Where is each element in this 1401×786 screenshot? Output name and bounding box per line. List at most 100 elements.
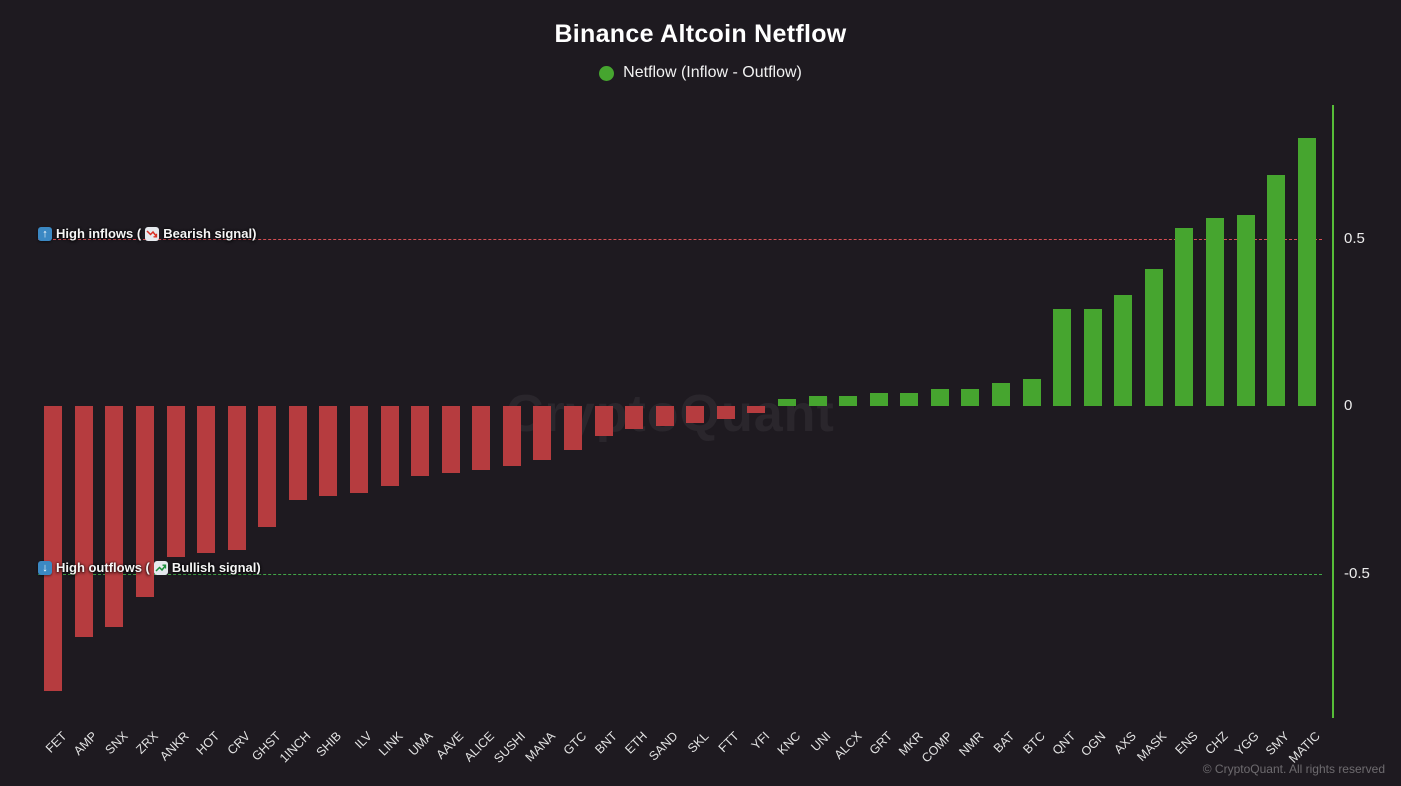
high-outflows-threshold-line [38, 573, 1322, 575]
bar-hot [197, 406, 216, 554]
bar-ftt [716, 406, 735, 420]
x-tick-label: GHST [248, 729, 284, 764]
high-outflows-annotation: ↓ High outflows ( Bullish signal) [38, 560, 261, 575]
x-tick-label: ALICE [461, 729, 498, 765]
x-tick-label: AMP [70, 729, 100, 759]
high-outflows-label-right: Bullish signal) [171, 560, 261, 575]
bar-snx [105, 406, 124, 628]
bar-ygg [1236, 215, 1255, 406]
x-tick-label: YGG [1231, 729, 1262, 759]
bar-nmr [961, 389, 980, 406]
y-tick-label: 0 [1344, 397, 1353, 414]
x-tick-label: ILV [352, 729, 375, 752]
bar-fet [44, 406, 63, 691]
x-tick-label: NMR [956, 729, 987, 760]
copyright-notice: © CryptoQuant. All rights reserved [1202, 762, 1385, 776]
bar-ilv [350, 406, 368, 494]
x-tick-label: SUSHI [490, 729, 528, 766]
chart-down-icon [145, 226, 160, 241]
bar-smy [1267, 174, 1286, 406]
x-tick-label: UMA [406, 729, 437, 759]
x-tick-label: MANA [522, 729, 559, 765]
bar-skl [686, 406, 705, 423]
x-tick-label: QNT [1049, 729, 1079, 758]
x-tick-label: ALCX [831, 729, 865, 762]
x-tick-label: MATIC [1285, 729, 1323, 766]
bar-aave [441, 406, 460, 473]
legend-marker-icon [599, 65, 615, 81]
x-tick-label: SAND [646, 729, 681, 764]
bar-bat [992, 382, 1010, 406]
high-inflows-label-right: Bearish signal) [163, 226, 257, 241]
x-tick-label: BNT [591, 729, 620, 757]
up-arrow-icon: ↑ [38, 226, 52, 241]
bar-ens [1175, 228, 1194, 406]
bar-amp [74, 406, 93, 638]
chart-legend: Netflow (Inflow - Outflow) [0, 64, 1401, 82]
bar-ghst [258, 406, 277, 527]
chart-up-icon [153, 560, 168, 575]
x-tick-label: YFI [748, 729, 773, 753]
bar-matic [1297, 138, 1316, 406]
x-tick-label: LINK [375, 729, 406, 759]
y-tick-label: 0.5 [1344, 229, 1365, 247]
x-tick-label: HOT [193, 729, 223, 758]
high-outflows-label-left: High outflows ( [56, 560, 150, 575]
down-arrow-icon: ↓ [38, 560, 52, 575]
bar-crv [227, 406, 246, 551]
bar-grt [869, 392, 888, 406]
y-tick-label: -0.5 [1344, 564, 1370, 582]
x-tick-label: COMP [919, 729, 956, 766]
x-tick-label: ANKR [157, 729, 192, 764]
x-tick-label: SNX [102, 729, 131, 758]
bar-mana [533, 406, 552, 460]
bar-eth [625, 406, 644, 430]
x-tick-label: UNI [808, 729, 834, 755]
bar-qnt [1053, 308, 1072, 406]
high-inflows-annotation: ↑ High inflows ( Bearish signal) [38, 226, 256, 241]
bar-shib [319, 406, 338, 497]
x-tick-label: SHIB [313, 729, 345, 760]
bar-btc [1022, 379, 1041, 406]
bar-ankr [166, 406, 185, 557]
x-tick-label: GRT [866, 729, 895, 758]
bar-axs [1114, 295, 1133, 406]
bar-gtc [564, 406, 582, 450]
high-inflows-threshold-line [38, 238, 1322, 240]
bar-sushi [502, 406, 521, 467]
bar-mkr [900, 392, 919, 406]
bar-mask [1144, 268, 1163, 406]
x-tick-label: 1INCH [277, 729, 314, 766]
y-axis-line [1332, 105, 1334, 718]
x-tick-label: CHZ [1202, 729, 1231, 758]
x-tick-label: GTC [560, 729, 589, 758]
bar-comp [930, 389, 949, 406]
bar-link [380, 406, 399, 487]
bar-zrx [136, 406, 154, 597]
x-tick-label: KNC [774, 729, 803, 758]
x-tick-label: ENS [1172, 729, 1201, 758]
bar-uni [808, 395, 827, 406]
bar-alcx [839, 395, 858, 406]
x-tick-label: SKL [684, 729, 712, 756]
legend-label: Netflow (Inflow - Outflow) [623, 64, 802, 81]
bar-bnt [594, 406, 613, 437]
x-tick-label: AAVE [433, 729, 467, 762]
bar-alice [472, 406, 491, 470]
bar-ogn [1083, 308, 1102, 406]
bar-chz [1206, 218, 1224, 406]
x-tick-label: MASK [1134, 729, 1170, 764]
bar-1inch [288, 406, 307, 500]
bar-uma [411, 406, 430, 477]
bar-yfi [747, 406, 766, 413]
x-tick-label: FTT [715, 729, 742, 756]
x-tick-label: BTC [1019, 729, 1048, 757]
x-tick-label: FET [42, 729, 70, 756]
high-inflows-label-left: High inflows ( [56, 226, 142, 241]
x-tick-label: OGN [1078, 729, 1109, 760]
chart-title: Binance Altcoin Netflow [554, 20, 847, 48]
